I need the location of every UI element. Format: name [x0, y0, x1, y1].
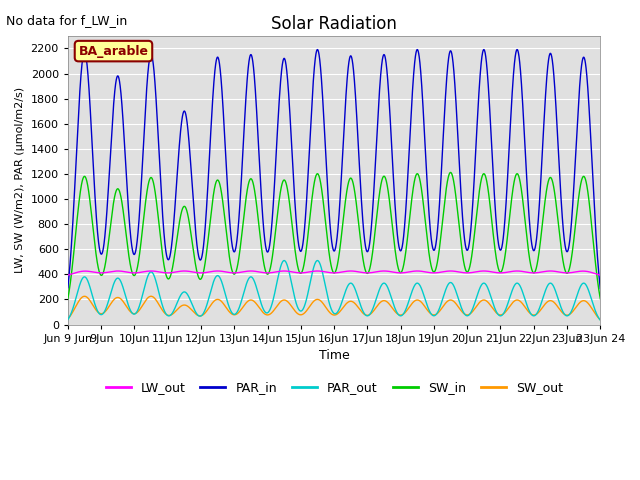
Legend: LW_out, PAR_in, PAR_out, SW_in, SW_out: LW_out, PAR_in, PAR_out, SW_in, SW_out: [100, 376, 568, 399]
Text: No data for f_LW_in: No data for f_LW_in: [6, 14, 127, 27]
Title: Solar Radiation: Solar Radiation: [271, 15, 397, 33]
Text: BA_arable: BA_arable: [79, 45, 148, 58]
Y-axis label: LW, SW (W/m2), PAR (μmol/m2/s): LW, SW (W/m2), PAR (μmol/m2/s): [15, 87, 25, 273]
X-axis label: Time: Time: [319, 349, 349, 362]
